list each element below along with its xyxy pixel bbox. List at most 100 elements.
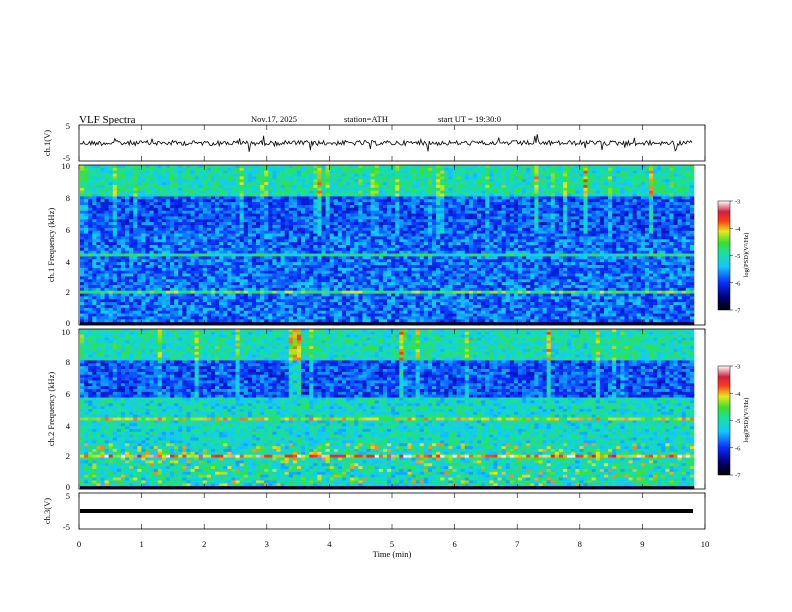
spectrogram-cell bbox=[109, 188, 113, 191]
spectrogram-cell bbox=[158, 174, 162, 177]
spectrogram-cell bbox=[469, 222, 473, 225]
spectrogram-cell bbox=[559, 202, 563, 205]
spectrogram-cell bbox=[145, 248, 149, 251]
spectrogram-cell bbox=[620, 211, 624, 214]
spectrogram-cell bbox=[166, 191, 170, 194]
spectrogram-cell bbox=[555, 254, 559, 257]
spectrogram-cell bbox=[633, 174, 637, 177]
spectrogram-cell bbox=[551, 194, 555, 197]
spectrogram-cell bbox=[399, 214, 403, 217]
spectrogram-cell bbox=[367, 254, 371, 257]
spectrogram-cell bbox=[260, 188, 264, 191]
spectrogram-cell bbox=[510, 205, 514, 208]
spectrogram-cell bbox=[485, 176, 489, 179]
spectrogram-cell bbox=[424, 216, 428, 219]
spectrogram-cell bbox=[559, 251, 563, 254]
spectrogram-cell bbox=[248, 259, 252, 262]
spectrogram-cell bbox=[624, 236, 628, 239]
spectrogram-cell bbox=[498, 245, 502, 248]
spectrogram-cell bbox=[624, 211, 628, 214]
spectrogram-cell bbox=[502, 245, 506, 248]
spectrogram-cell bbox=[571, 165, 575, 168]
spectrogram-cell bbox=[383, 202, 387, 205]
spectrogram-cell bbox=[412, 208, 416, 211]
spectrogram-cell bbox=[547, 205, 551, 208]
spectrogram-cell bbox=[166, 176, 170, 179]
spectrogram-cell bbox=[649, 208, 653, 211]
spectrogram-cell bbox=[186, 165, 190, 168]
spectrogram-cell bbox=[252, 239, 256, 242]
spectrogram-cell bbox=[428, 239, 432, 242]
spectrogram-cell bbox=[616, 242, 620, 245]
spectrogram-cell bbox=[551, 231, 555, 234]
spectrogram-cell bbox=[412, 219, 416, 222]
spectrogram-cell bbox=[555, 222, 559, 225]
spectrogram-cell bbox=[338, 176, 342, 179]
spectrogram-cell bbox=[674, 199, 678, 202]
spectrogram-cell bbox=[276, 254, 280, 257]
spectrogram-cell bbox=[199, 242, 203, 245]
spectrogram-cell bbox=[682, 239, 686, 242]
spectrogram-cell bbox=[657, 216, 661, 219]
spectrogram-cell bbox=[219, 225, 223, 228]
spectrogram-cell bbox=[203, 208, 207, 211]
spectrogram-cell bbox=[502, 176, 506, 179]
spectrogram-cell bbox=[682, 185, 686, 188]
spectrogram-cell bbox=[379, 185, 383, 188]
spectrogram-cell bbox=[461, 171, 465, 174]
spectrogram-cell bbox=[88, 171, 92, 174]
spectrogram-cell bbox=[358, 228, 362, 231]
spectrogram-cell bbox=[252, 208, 256, 211]
spectrogram-cell bbox=[563, 168, 567, 171]
spectrogram-cell bbox=[379, 248, 383, 251]
spectrogram-cell bbox=[133, 216, 137, 219]
spectrogram-cell bbox=[485, 234, 489, 237]
spectrogram-cell bbox=[244, 236, 248, 239]
spectrogram-cell bbox=[592, 196, 596, 199]
spectrogram-cell bbox=[150, 211, 154, 214]
spectrogram-cell bbox=[649, 194, 653, 197]
spectrogram-cell bbox=[543, 211, 547, 214]
spectrogram-cell bbox=[293, 231, 297, 234]
spectrogram-cell bbox=[481, 211, 485, 214]
spectrogram-cell bbox=[420, 231, 424, 234]
spectrogram-cell bbox=[289, 214, 293, 217]
spectrogram-cell bbox=[424, 248, 428, 251]
spectrogram-cell bbox=[661, 171, 665, 174]
spectrogram-cell bbox=[514, 194, 518, 197]
spectrogram-cell bbox=[317, 248, 321, 251]
spectrogram-cell bbox=[145, 176, 149, 179]
spectrogram-cell bbox=[473, 222, 477, 225]
spectrogram-cell bbox=[428, 231, 432, 234]
spectrogram-cell bbox=[297, 214, 301, 217]
spectrogram-cell bbox=[395, 179, 399, 182]
spectrogram-cell bbox=[629, 256, 633, 259]
spectrogram-cell bbox=[428, 251, 432, 254]
spectrogram-cell bbox=[88, 222, 92, 225]
spectrogram-cell bbox=[125, 182, 129, 185]
spectrogram-cell bbox=[600, 199, 604, 202]
spectrogram-cell bbox=[84, 199, 88, 202]
spectrogram-cell bbox=[252, 196, 256, 199]
spectrogram-cell bbox=[358, 208, 362, 211]
spectrogram-cell bbox=[178, 211, 182, 214]
spectrogram-cell bbox=[592, 188, 596, 191]
spectrogram-cell bbox=[530, 168, 534, 171]
spectrogram-cell bbox=[317, 165, 321, 168]
spectrogram-cell bbox=[583, 196, 587, 199]
spectrogram-cell bbox=[424, 185, 428, 188]
spectrogram-cell bbox=[633, 185, 637, 188]
spectrogram-cell bbox=[477, 216, 481, 219]
spectrogram-cell bbox=[256, 251, 260, 254]
spectrogram-cell bbox=[92, 171, 96, 174]
spectrogram-cell bbox=[461, 251, 465, 254]
spectrogram-cell bbox=[252, 254, 256, 257]
spectrogram-cell bbox=[596, 228, 600, 231]
spectrogram-cell bbox=[113, 245, 117, 248]
spectrogram-cell bbox=[653, 214, 657, 217]
spectrogram-cell bbox=[661, 188, 665, 191]
spectrogram-cell bbox=[276, 222, 280, 225]
spectrogram-cell bbox=[264, 196, 268, 199]
spectrogram-cell bbox=[199, 251, 203, 254]
spectrogram-cell bbox=[219, 176, 223, 179]
